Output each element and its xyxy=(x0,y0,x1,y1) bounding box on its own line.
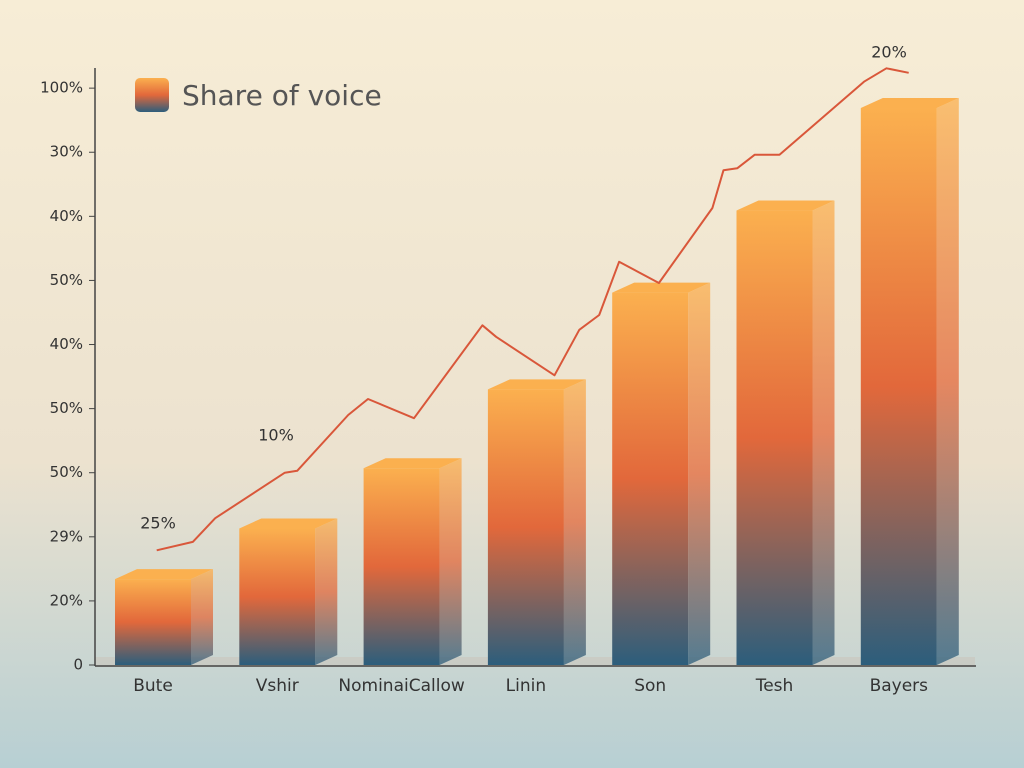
bar-front xyxy=(115,579,191,665)
bar xyxy=(860,98,959,665)
bar xyxy=(363,458,462,665)
bar-top xyxy=(612,282,711,293)
bar xyxy=(612,282,711,665)
bar-top xyxy=(239,518,338,529)
bar-top xyxy=(487,379,586,390)
bar-side xyxy=(439,458,462,665)
bar-side xyxy=(812,200,835,666)
legend-swatch xyxy=(135,78,169,112)
annotation: 20% xyxy=(871,43,907,62)
bar-top xyxy=(860,98,959,109)
y-tick-label: 29% xyxy=(50,527,83,545)
legend-label: Share of voice xyxy=(182,79,382,112)
bar xyxy=(115,569,213,665)
bar xyxy=(239,518,338,665)
annotation: 10% xyxy=(258,426,294,445)
trend-line xyxy=(156,67,909,552)
bar-side xyxy=(563,379,586,665)
x-tick-label: Linin xyxy=(506,676,546,696)
bar-front xyxy=(860,108,937,665)
bar-side xyxy=(688,282,711,665)
x-tick-label: NominaiCallow xyxy=(338,676,464,696)
bar-side xyxy=(315,518,338,665)
bar-front xyxy=(239,528,316,665)
y-tick-label: 50% xyxy=(50,399,83,417)
bar-front xyxy=(612,292,689,665)
x-tick-label: Bayers xyxy=(870,676,929,696)
bar-top xyxy=(736,200,835,211)
y-tick-label: 30% xyxy=(50,143,83,161)
bar-side xyxy=(191,569,213,665)
x-tick-label: Bute xyxy=(133,676,173,696)
x-tick-label: Vshir xyxy=(256,676,299,696)
x-tick-label: Tesh xyxy=(755,676,794,696)
y-tick-label: 50% xyxy=(50,271,83,289)
y-tick-label: 40% xyxy=(50,207,83,225)
bar-top xyxy=(363,458,462,469)
bar xyxy=(487,379,586,665)
bar-front xyxy=(736,210,813,666)
bar-side xyxy=(936,98,959,665)
y-tick-label: 20% xyxy=(50,591,83,609)
y-tick-label: 0 xyxy=(73,656,83,674)
bar-front xyxy=(487,389,564,665)
bar-top xyxy=(115,569,213,580)
bar xyxy=(736,200,835,666)
y-tick-label: 40% xyxy=(50,335,83,353)
y-tick-label: 50% xyxy=(50,463,83,481)
annotation: 25% xyxy=(140,514,176,533)
bar-front xyxy=(363,468,440,665)
x-tick-label: Son xyxy=(634,676,666,696)
y-tick-label: 100% xyxy=(40,79,83,97)
